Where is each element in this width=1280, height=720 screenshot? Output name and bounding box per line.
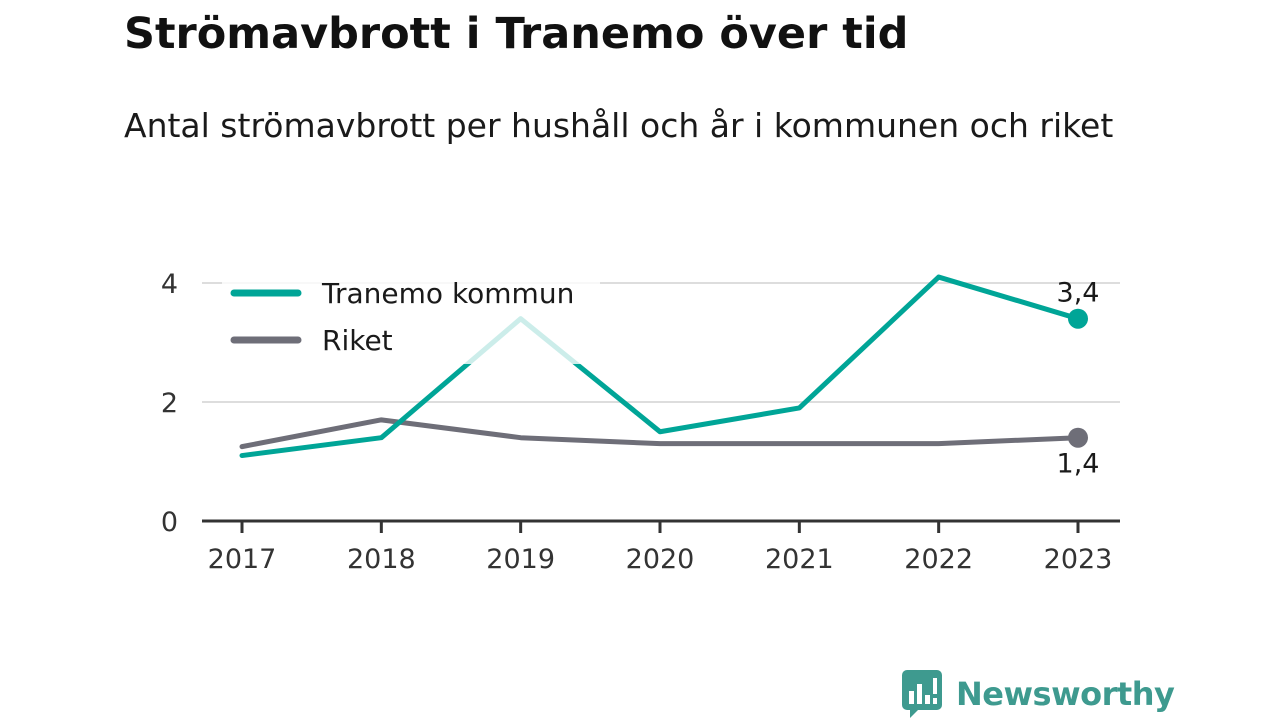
legend-label-1: Riket [322, 324, 393, 357]
x-tick-label: 2021 [765, 544, 834, 575]
x-tick-label: 2019 [486, 544, 555, 575]
x-tick-label: 2017 [208, 544, 277, 575]
legend-label-0: Tranemo kommun [321, 277, 574, 310]
series-end-point-0 [1068, 308, 1088, 329]
end-value-label-1: 1,4 [1057, 449, 1100, 480]
y-tick-label: 0 [161, 507, 178, 538]
x-tick-label: 2022 [904, 544, 973, 575]
newsworthy-brand: Newsworthy [902, 668, 1175, 720]
series-line-1 [239, 417, 1081, 450]
end-value-label-0: 3,4 [1057, 278, 1100, 309]
chart-title: Strömavbrott i Tranemo över tid [124, 9, 909, 59]
chart-subtitle: Antal strömavbrott per hushåll och år i … [124, 106, 1114, 145]
x-tick-label: 2023 [1044, 544, 1113, 575]
y-tick-label: 4 [161, 269, 178, 300]
series-lines [239, 274, 1088, 459]
x-axis: 2017 2018 2019 2020 2021 2022 2023 [202, 519, 1120, 575]
brand-name: Newsworthy [956, 675, 1175, 713]
series-end-point-1 [1068, 427, 1088, 448]
y-tick-label: 2 [161, 388, 178, 419]
x-tick-label: 2020 [626, 544, 695, 575]
legend-background [222, 266, 600, 364]
series-line-0 [239, 274, 1081, 459]
x-tick-label: 2018 [347, 544, 416, 575]
legend: Tranemo kommun Riket [222, 266, 600, 364]
newsworthy-logo-icon [902, 670, 942, 718]
end-labels: 3,4 1,4 [1057, 278, 1100, 480]
